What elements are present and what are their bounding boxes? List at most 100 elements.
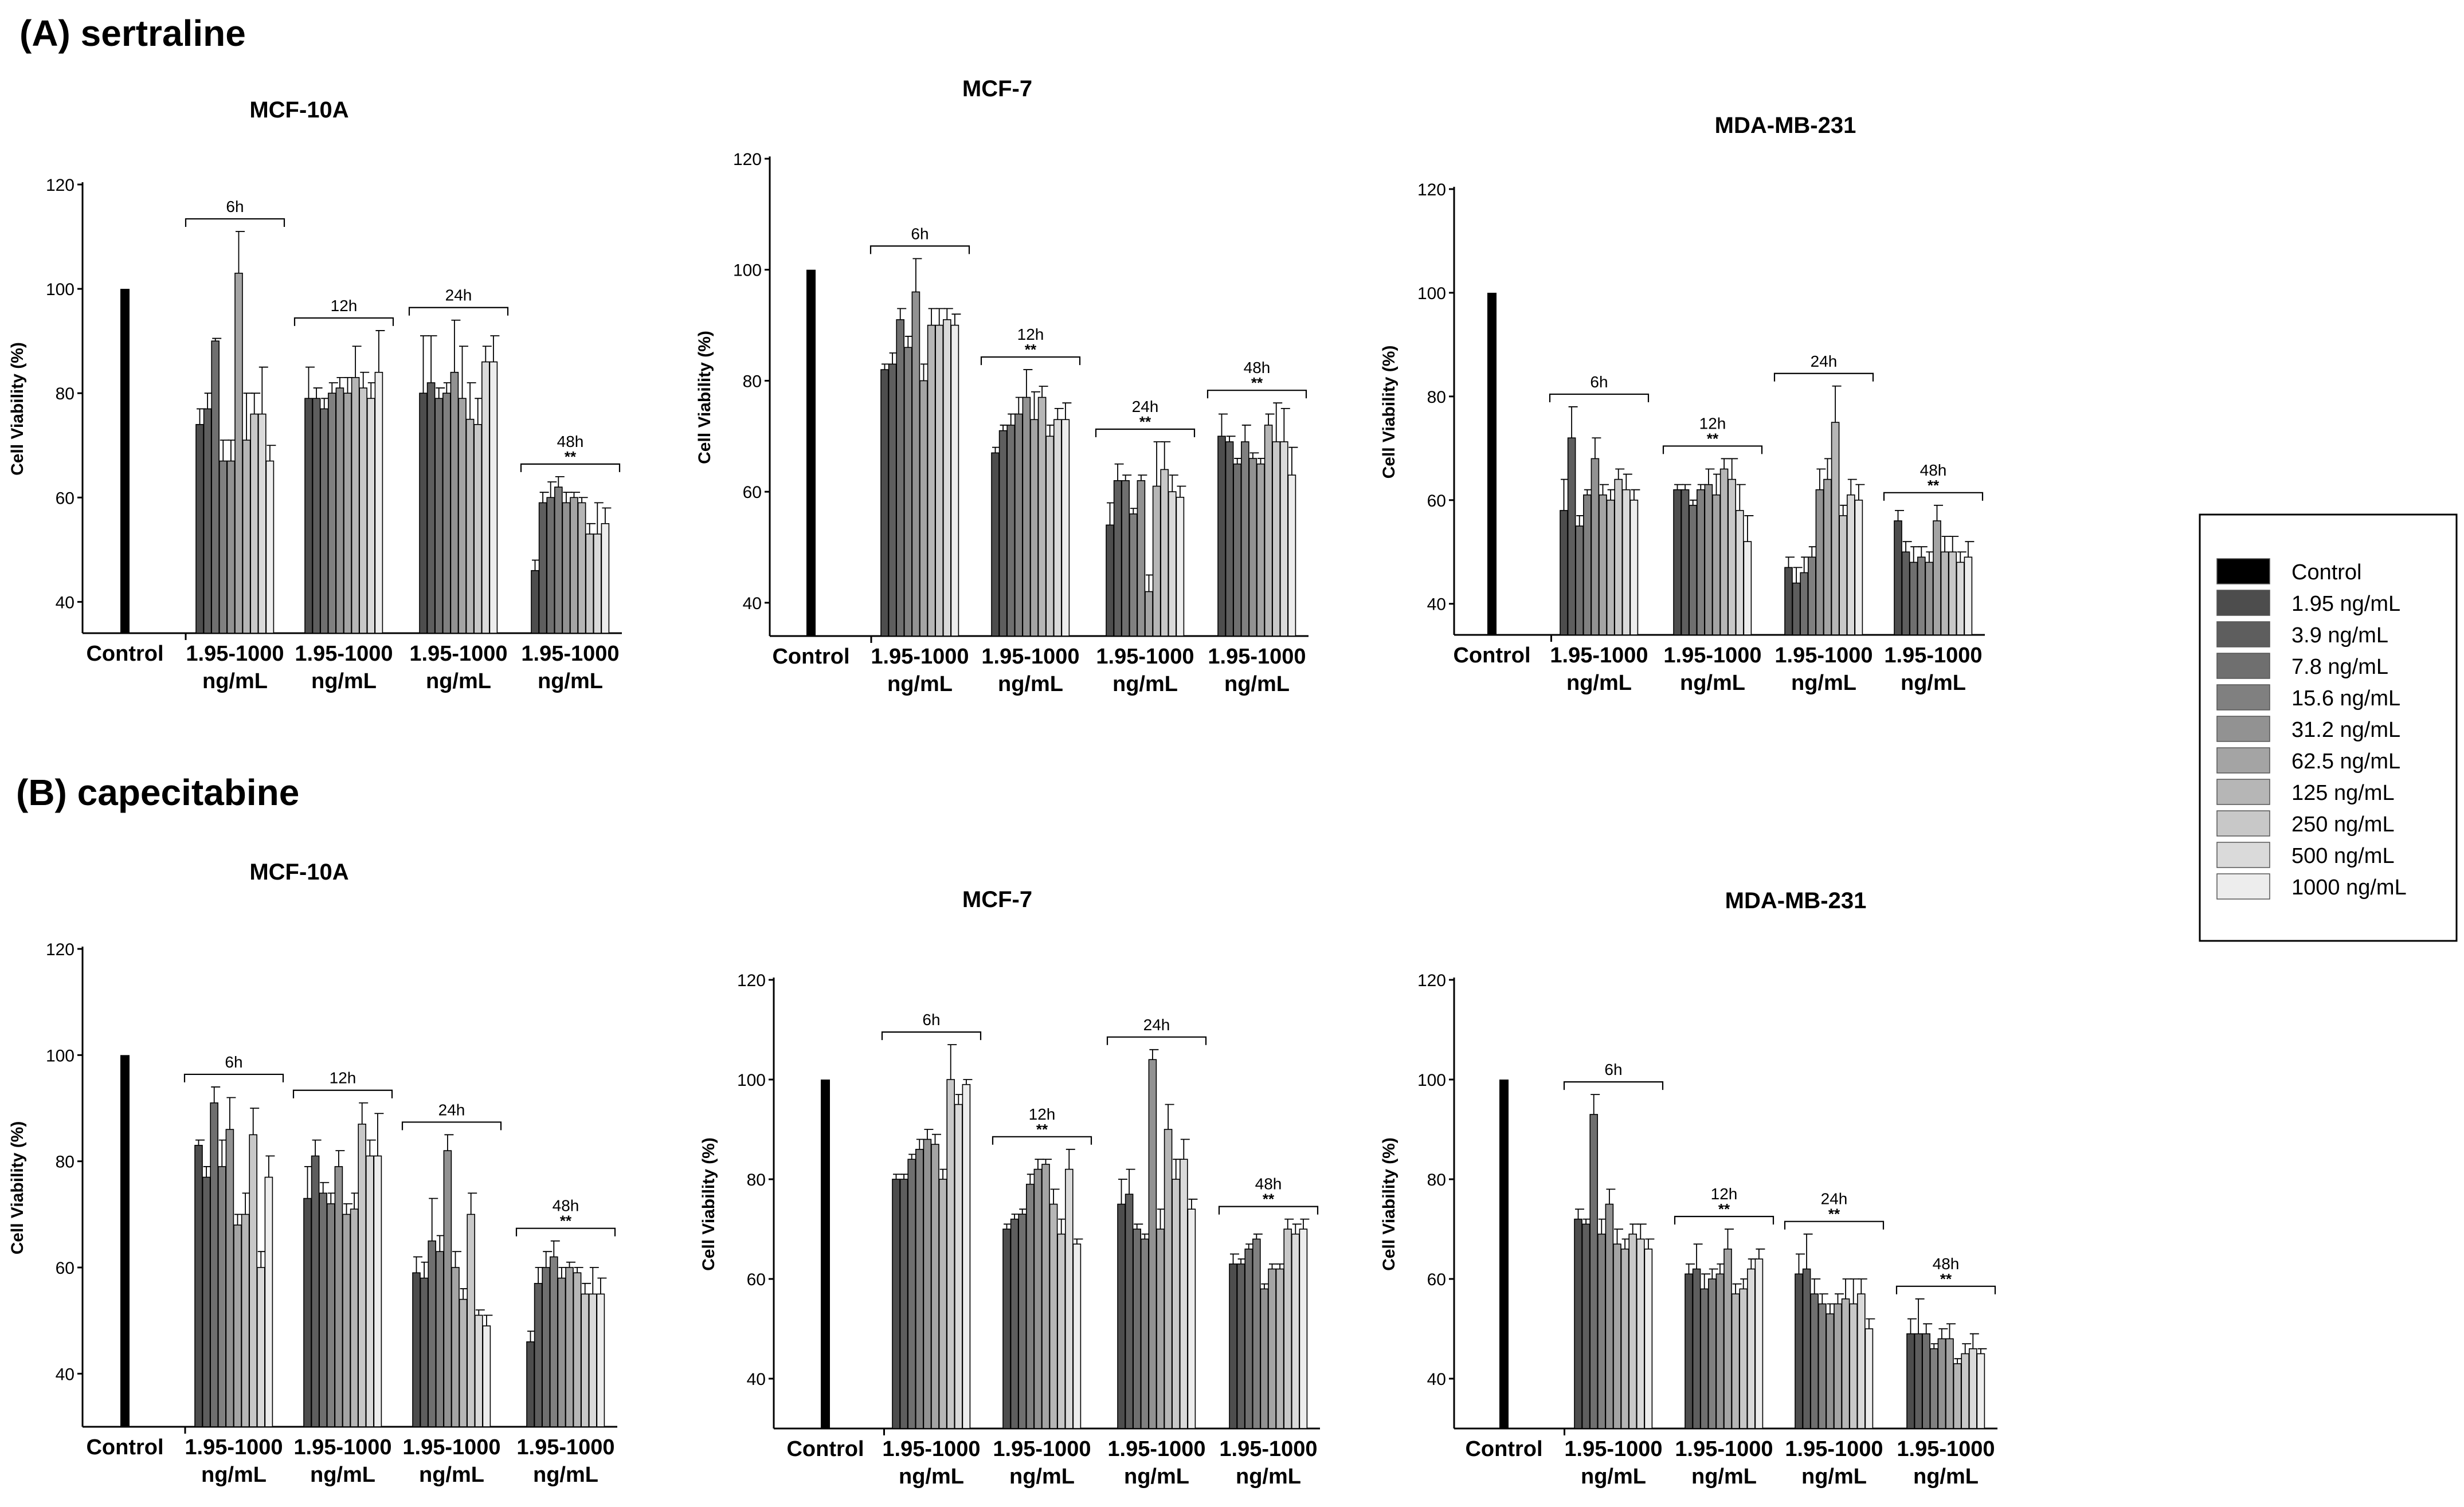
bar <box>1591 458 1600 635</box>
group-label-line1: 1.95-1000 <box>516 1435 614 1459</box>
y-tick-label: 60 <box>56 1259 75 1278</box>
bar <box>1953 1363 1962 1429</box>
time-bracket <box>1674 1215 1774 1225</box>
bar <box>226 460 236 634</box>
time-point-label: 24h <box>438 1101 465 1119</box>
bar <box>1800 572 1808 635</box>
bar <box>1644 1249 1653 1429</box>
bar <box>359 387 368 634</box>
bar <box>451 1267 460 1427</box>
bar <box>1712 494 1721 635</box>
bar <box>1164 1129 1173 1429</box>
bar <box>1636 1238 1645 1429</box>
bar <box>1583 494 1592 635</box>
bar <box>931 1144 939 1429</box>
bar <box>233 1225 242 1427</box>
bar <box>1260 1288 1269 1429</box>
time-bracket <box>881 1031 982 1041</box>
bar <box>320 408 329 634</box>
panels: MCF-10A 40 60 80 100 120 Cell Viability (%) Con… <box>8 76 1997 1489</box>
group-label-line2: ng/mL <box>1112 672 1178 696</box>
bar <box>1133 1229 1141 1429</box>
bar <box>991 452 1000 637</box>
bar <box>264 1176 273 1427</box>
bar <box>562 502 571 634</box>
bar <box>1106 524 1114 637</box>
bar <box>1597 1233 1606 1429</box>
bar <box>1719 468 1729 635</box>
bar <box>1121 480 1130 637</box>
bar <box>1692 1268 1701 1429</box>
bar <box>919 380 928 637</box>
bar <box>1026 1183 1035 1429</box>
bar <box>343 393 352 634</box>
bar <box>1072 1243 1082 1429</box>
bar <box>1708 1278 1717 1429</box>
group-label-line2: ng/mL <box>1901 671 1966 695</box>
panel-title: MDA-MB-231 <box>1715 113 1856 138</box>
time-point-label: 48h <box>553 1197 579 1215</box>
group-label-line2: ng/mL <box>1801 1465 1867 1489</box>
bar <box>211 340 220 634</box>
bar <box>1145 591 1153 637</box>
bar <box>1287 474 1296 637</box>
y-tick-label: 100 <box>46 1046 75 1065</box>
time-bracket <box>292 1089 393 1098</box>
bar <box>465 418 475 634</box>
bar <box>1841 1298 1850 1429</box>
bar <box>962 1084 971 1429</box>
bar <box>1037 397 1047 637</box>
control-label: Control <box>772 645 849 669</box>
bar <box>1743 541 1752 635</box>
bar <box>896 319 904 637</box>
bar <box>1685 1273 1693 1429</box>
legend-swatch <box>2216 653 2270 679</box>
legend-swatch <box>2216 558 2270 584</box>
bar <box>1689 505 1697 635</box>
bar <box>907 1159 916 1429</box>
bar <box>581 1293 590 1427</box>
time-bracket <box>1095 428 1196 437</box>
bar <box>1137 480 1146 637</box>
bar <box>888 363 897 637</box>
bar <box>899 1179 908 1429</box>
bar <box>1784 567 1793 635</box>
bar <box>304 398 313 634</box>
bar <box>1864 1328 1874 1429</box>
significance-label: ** <box>1940 1270 1952 1288</box>
y-axis-label: Cell Viability (%) <box>695 331 714 464</box>
group-label-line1: 1.95-1000 <box>1564 1437 1662 1461</box>
legend-swatch <box>2216 684 2270 711</box>
bar <box>249 1134 258 1427</box>
bar <box>442 393 451 634</box>
bar <box>531 570 539 634</box>
time-point-label: 12h <box>331 297 358 315</box>
legend: Control 1.95 ng/mL 3.9 ng/mL 7.8 ng/mL 15.6 … <box>2199 513 2458 942</box>
bar <box>1629 499 1639 635</box>
bar <box>1854 499 1863 635</box>
time-bracket <box>293 317 394 326</box>
bar <box>1815 489 1824 635</box>
y-tick-label: 100 <box>733 261 762 280</box>
bar <box>1925 562 1934 635</box>
bar <box>1299 1229 1308 1429</box>
time-bracket <box>520 463 621 472</box>
bar <box>1117 1203 1126 1429</box>
bar <box>1901 551 1910 635</box>
legend-swatch <box>2216 590 2270 616</box>
bar <box>577 502 586 634</box>
bar <box>467 1214 476 1427</box>
bar <box>1002 1229 1011 1429</box>
significance-label: ** <box>1251 374 1263 391</box>
bar <box>1810 1293 1819 1429</box>
bar <box>1933 520 1941 635</box>
bar <box>1948 551 1957 635</box>
bar <box>1940 551 1949 635</box>
time-bracket <box>1206 390 1307 399</box>
bar <box>1129 513 1138 637</box>
bar <box>458 398 467 634</box>
bar <box>202 1176 211 1427</box>
bar <box>242 439 251 634</box>
time-point-label: 24h <box>1811 352 1838 370</box>
bar <box>257 413 267 634</box>
